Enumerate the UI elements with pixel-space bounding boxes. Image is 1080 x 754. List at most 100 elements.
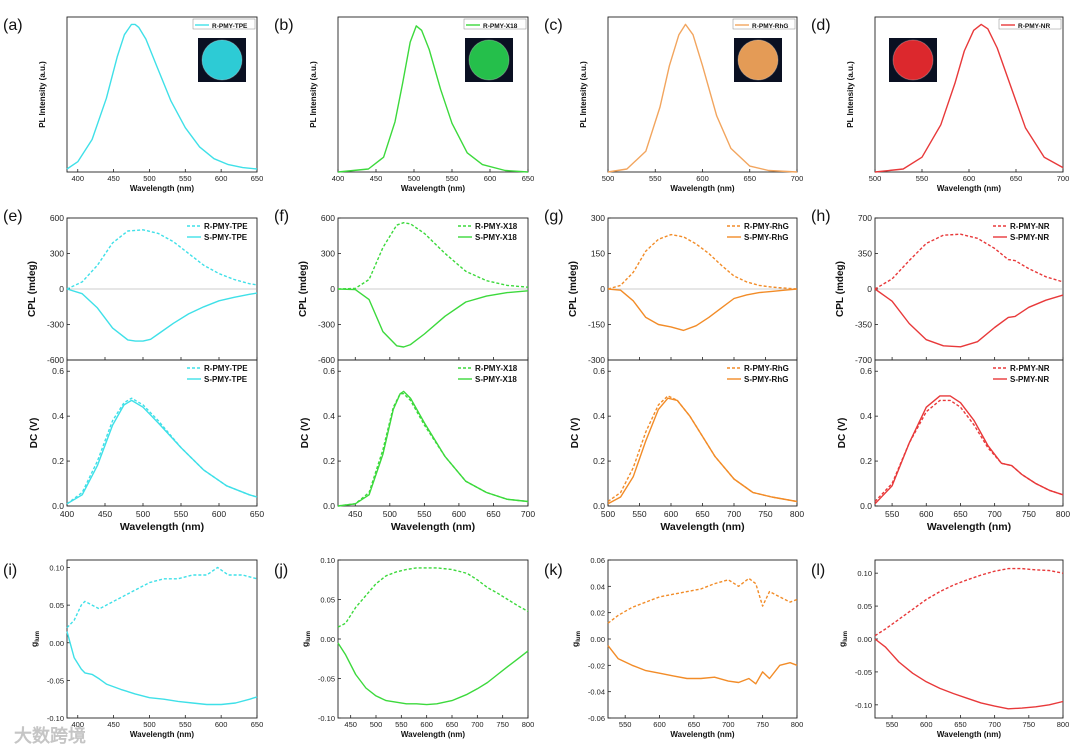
series-line-s-pmy-x18 bbox=[337, 288, 529, 348]
y-tick-label: 0.4 bbox=[323, 411, 335, 421]
panel-label: (h) bbox=[811, 208, 831, 225]
y-tick-label: -0.02 bbox=[588, 661, 605, 670]
series-line-s-pmy-nr bbox=[874, 288, 1064, 348]
panel-g_dc: 0.0 0.2 0.4 0.6 500 550 600 650 700 750 800 Wavelen… bbox=[570, 359, 804, 533]
inset-disc-rim bbox=[892, 39, 934, 81]
legend-box bbox=[192, 18, 256, 30]
inset-sample-disc bbox=[738, 40, 778, 80]
y-tick-label: 0.00 bbox=[857, 635, 872, 644]
x-tick-label: 550 bbox=[395, 720, 408, 729]
y-tick-label: 0.02 bbox=[590, 609, 605, 618]
panel-label: (k) bbox=[544, 562, 563, 579]
series-line-s-pmy-rhg bbox=[607, 645, 798, 685]
panel-c: 500 550 600 650 700 Wavelength (nm) PL Intensi… bbox=[544, 16, 803, 193]
x-tick-label: 700 bbox=[988, 720, 1001, 729]
series-line-s-pmy-rhg bbox=[607, 288, 798, 332]
x-tick-label: 800 bbox=[1056, 509, 1070, 519]
panel-label: (l) bbox=[811, 562, 825, 579]
x-tick-label: 500 bbox=[143, 720, 156, 729]
legend-label: S-PMY-RhG bbox=[744, 233, 788, 242]
x-tick-label: 650 bbox=[251, 174, 264, 183]
x-axis-label: Wavelength (nm) bbox=[670, 184, 734, 193]
y-tick-label: 300 bbox=[321, 249, 335, 259]
x-axis-label: Wavelength (nm) bbox=[937, 730, 1001, 739]
panel-label: (b) bbox=[274, 17, 294, 34]
legend-label: R-PMY-TPE bbox=[212, 23, 248, 30]
panel-e_dc: 0.0 0.2 0.4 0.6 400 450 500 550 600 650 Wavelength… bbox=[29, 359, 264, 533]
panel-h_cpl: -700 -350 0 350 700 CPL (mdeg) (h) R-PMY-NR S-PM… bbox=[811, 208, 1064, 365]
watermark: 大数跨境 bbox=[14, 726, 86, 747]
series-line-r-pmy-nr bbox=[874, 399, 1064, 502]
x-tick-label: 600 bbox=[664, 509, 678, 519]
legend-label: R-PMY-NR bbox=[1010, 222, 1050, 231]
y-tick-label: -0.10 bbox=[318, 714, 335, 723]
y-tick-label: 0.10 bbox=[49, 564, 64, 573]
series-line-s-pmy-tpe bbox=[66, 399, 258, 505]
x-tick-label: 650 bbox=[251, 720, 264, 729]
series-line-r-pmy-x18 bbox=[337, 25, 529, 173]
legend-label: R-PMY-RhG bbox=[744, 222, 789, 231]
y-tick-label: 300 bbox=[50, 249, 64, 259]
x-tick-label: 750 bbox=[496, 720, 509, 729]
inset-disc-rim bbox=[737, 39, 779, 81]
series-line-s-pmy-nr bbox=[874, 395, 1064, 505]
y-tick-label: 0.2 bbox=[860, 456, 872, 466]
y-tick-label: 0.0 bbox=[860, 501, 872, 511]
y-tick-label: 600 bbox=[50, 213, 64, 223]
y-axis-label: PL Intensity (a.u.) bbox=[309, 61, 318, 128]
legend-label: R-PMY-X18 bbox=[475, 222, 518, 231]
series-line-s-pmy-nr bbox=[874, 638, 1064, 710]
series-line-r-pmy-nr bbox=[874, 23, 1064, 173]
x-tick-label: 400 bbox=[71, 720, 84, 729]
x-tick-label: 650 bbox=[743, 174, 756, 183]
panel-label: (a) bbox=[3, 17, 23, 34]
inset-sample-disc bbox=[469, 40, 509, 80]
inset-disc-rim bbox=[201, 39, 243, 81]
inset-sample-disc bbox=[893, 40, 933, 80]
legend-label: S-PMY-NR bbox=[1010, 233, 1049, 242]
panel-i: -0.10 -0.05 0.00 0.05 0.10 400 450 500 550 600 650… bbox=[3, 559, 264, 739]
x-tick-label: 550 bbox=[619, 720, 632, 729]
series-line-r-pmy-rhg bbox=[607, 23, 798, 173]
x-tick-label: 550 bbox=[446, 174, 459, 183]
x-axis-label: Wavelength (nm) bbox=[391, 521, 475, 533]
x-tick-label: 600 bbox=[653, 720, 666, 729]
x-tick-label: 650 bbox=[250, 509, 264, 519]
y-tick-label: 0 bbox=[600, 284, 605, 294]
y-tick-label: -0.04 bbox=[588, 688, 605, 697]
plot-frame bbox=[337, 559, 529, 719]
legend-label: R-PMY-TPE bbox=[204, 222, 248, 231]
y-tick-label: 0 bbox=[867, 284, 872, 294]
x-axis-label: Wavelength (nm) bbox=[660, 521, 744, 533]
plot-frame bbox=[66, 16, 258, 173]
y-tick-label: -350 bbox=[855, 320, 872, 330]
series-line-r-pmy-tpe bbox=[66, 23, 258, 170]
y-axis-label: DC (V) bbox=[837, 418, 848, 449]
legend-label: R-PMY-NR bbox=[1018, 23, 1050, 30]
y-tick-label: 0.6 bbox=[860, 366, 872, 376]
y-tick-label: 0.05 bbox=[857, 602, 872, 611]
panel-a: 400 450 500 550 600 650 Wavelength (nm) PL Inte… bbox=[3, 16, 264, 193]
y-tick-label: 0 bbox=[330, 284, 335, 294]
x-tick-label: 750 bbox=[756, 720, 769, 729]
panel-j: -0.10 -0.05 0.00 0.05 0.10 450 500 550 600 650 700… bbox=[274, 556, 534, 739]
panel-k: -0.06 -0.04 -0.02 0.00 0.02 0.04 0.06 550 600 650… bbox=[544, 556, 803, 739]
series-line-r-pmy-x18 bbox=[337, 393, 529, 507]
x-tick-label: 450 bbox=[344, 720, 357, 729]
x-tick-label: 750 bbox=[758, 509, 772, 519]
x-tick-label: 650 bbox=[1010, 174, 1023, 183]
x-tick-label: 800 bbox=[790, 509, 804, 519]
x-tick-label: 700 bbox=[471, 720, 484, 729]
x-tick-label: 550 bbox=[417, 509, 431, 519]
x-tick-label: 750 bbox=[1023, 720, 1036, 729]
plot-frame bbox=[337, 16, 529, 173]
plot-frame bbox=[66, 559, 258, 719]
legend-box bbox=[732, 18, 796, 30]
plot-frame bbox=[874, 359, 1064, 507]
x-tick-label: 550 bbox=[886, 720, 899, 729]
series-line-r-pmy-rhg bbox=[607, 577, 798, 624]
x-axis-label: Wavelength (nm) bbox=[130, 184, 194, 193]
panel-b: 400 450 500 550 600 650 Wavelength (nm) PL Inte… bbox=[274, 16, 534, 193]
x-tick-label: 400 bbox=[60, 509, 74, 519]
y-axis-label: glum bbox=[570, 631, 582, 647]
